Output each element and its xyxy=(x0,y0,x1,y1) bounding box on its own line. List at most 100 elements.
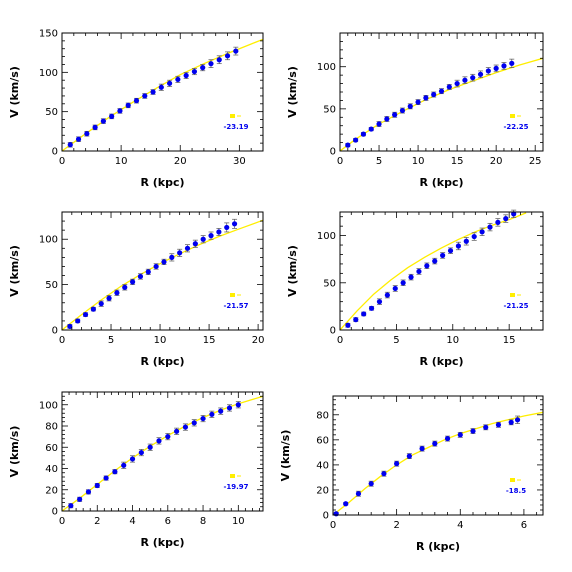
legend-marker xyxy=(510,293,515,297)
data-point xyxy=(463,237,469,246)
data-point xyxy=(165,433,171,441)
data-marker xyxy=(381,471,387,477)
data-marker xyxy=(479,229,485,235)
data-marker xyxy=(438,88,445,94)
data-marker xyxy=(67,323,73,329)
y-axis-label: V (km/s) xyxy=(8,426,21,478)
data-marker xyxy=(147,444,153,450)
x-tick-label: 6 xyxy=(521,520,527,531)
data-point xyxy=(423,95,429,101)
data-point xyxy=(112,469,118,475)
x-tick-label: 30 xyxy=(233,156,246,167)
data-point xyxy=(343,501,349,507)
model-fit-curve xyxy=(340,212,527,330)
model-fit-curve xyxy=(62,219,263,330)
data-marker xyxy=(161,259,167,265)
data-marker xyxy=(200,65,206,71)
data-marker xyxy=(483,424,489,430)
data-point xyxy=(509,58,515,68)
data-marker xyxy=(399,107,406,114)
data-point xyxy=(368,305,375,311)
data-marker xyxy=(485,68,491,74)
data-point xyxy=(191,68,198,76)
data-point xyxy=(67,323,73,329)
data-point xyxy=(191,419,197,427)
data-marker xyxy=(368,126,374,132)
chart-panel-3: 0 5 10 15 20 0 50 100 R (kpc) V (km/s) -21.57 xyxy=(8,211,264,368)
data-point xyxy=(233,46,239,56)
x-axis-label: R (kpc) xyxy=(419,355,463,368)
data-point xyxy=(514,415,521,424)
data-point xyxy=(457,431,463,438)
data-point xyxy=(67,141,73,148)
y-tick-label: 100 xyxy=(39,68,58,79)
data-point xyxy=(511,209,517,219)
data-marker xyxy=(106,295,112,301)
data-marker xyxy=(129,456,136,462)
data-marker xyxy=(235,402,241,408)
legend-marker xyxy=(510,478,515,482)
data-marker xyxy=(233,48,239,54)
data-marker xyxy=(117,108,123,114)
data-point xyxy=(216,55,222,65)
x-axis-label: R (kpc) xyxy=(416,540,460,553)
data-point xyxy=(392,285,398,292)
x-tick-label: 4 xyxy=(129,516,135,527)
data-point xyxy=(399,107,406,114)
data-point xyxy=(82,311,89,318)
data-marker xyxy=(493,65,499,71)
data-point xyxy=(224,51,231,61)
data-marker xyxy=(345,322,351,328)
data-marker xyxy=(142,93,148,99)
y-tick-label: 150 xyxy=(39,29,58,40)
data-marker xyxy=(92,124,98,130)
data-point xyxy=(470,428,476,434)
data-marker xyxy=(153,263,159,270)
y-tick-label: 50 xyxy=(323,104,336,115)
data-point xyxy=(394,460,400,467)
data-marker xyxy=(353,137,359,143)
x-tick-label: 0 xyxy=(337,335,343,346)
data-point xyxy=(84,130,90,137)
legend-marker xyxy=(510,114,515,118)
data-point xyxy=(501,62,507,70)
data-marker xyxy=(122,284,128,290)
data-marker xyxy=(94,482,100,489)
data-marker xyxy=(462,77,468,83)
data-point xyxy=(98,300,104,307)
x-tick-label: 8 xyxy=(200,516,206,527)
data-point xyxy=(142,93,148,99)
data-point xyxy=(122,284,128,291)
data-point xyxy=(462,76,468,84)
x-axis-label: R (kpc) xyxy=(419,176,463,189)
data-marker xyxy=(392,112,398,118)
x-tick-label: 0 xyxy=(59,156,65,167)
x-axis-label: R (kpc) xyxy=(140,355,184,368)
data-marker xyxy=(182,424,189,430)
data-point xyxy=(125,102,131,109)
data-marker xyxy=(454,80,460,87)
y-tick-label: 60 xyxy=(45,443,58,454)
data-point xyxy=(158,83,164,91)
data-point xyxy=(376,298,383,305)
data-marker xyxy=(177,250,183,256)
x-tick-label: 10 xyxy=(412,156,425,167)
data-marker xyxy=(191,68,198,75)
data-marker xyxy=(471,233,477,240)
legend-value: -21.25 xyxy=(503,302,528,310)
data-marker xyxy=(192,241,198,247)
y-axis-label: V (km/s) xyxy=(8,66,21,118)
data-marker xyxy=(511,211,517,217)
data-marker xyxy=(174,428,180,434)
data-point xyxy=(138,449,144,457)
x-tick-label: 5 xyxy=(393,335,399,346)
data-marker xyxy=(216,57,222,63)
y-tick-label: 20 xyxy=(316,485,329,496)
data-point xyxy=(495,218,501,227)
data-marker xyxy=(75,318,81,324)
data-point xyxy=(508,419,514,426)
data-marker xyxy=(150,89,156,95)
y-tick-label: 100 xyxy=(39,400,58,411)
data-point xyxy=(424,262,430,269)
